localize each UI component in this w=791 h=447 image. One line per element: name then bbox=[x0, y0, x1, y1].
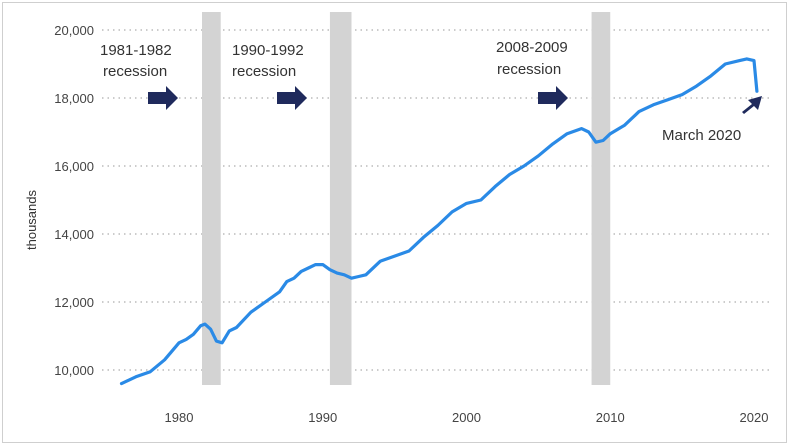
x-tick-label: 2020 bbox=[740, 410, 769, 425]
recession-bands bbox=[202, 12, 611, 385]
x-tick-label: 2000 bbox=[452, 410, 481, 425]
x-tick-label: 1990 bbox=[308, 410, 337, 425]
annotation-1981-line1: 1981-1982 bbox=[100, 42, 172, 59]
y-tick-label: 20,000 bbox=[54, 23, 94, 38]
annotation-1990-line2: recession bbox=[232, 63, 296, 80]
y-tick-label: 10,000 bbox=[54, 363, 94, 378]
annotation-march-2020: March 2020 bbox=[662, 127, 741, 144]
series-line bbox=[119, 57, 759, 386]
y-axis-label: thousands bbox=[24, 190, 39, 250]
arrow-right-icon-1981 bbox=[148, 86, 178, 110]
y-tick-label: 12,000 bbox=[54, 295, 94, 310]
annotation-1990-line1: 1990-1992 bbox=[232, 42, 304, 59]
arrow-right-icon-2008 bbox=[538, 86, 568, 110]
x-tick-label: 1980 bbox=[165, 410, 194, 425]
y-tick-label: 14,000 bbox=[54, 227, 94, 242]
arrow-right-icon-1990 bbox=[277, 86, 307, 110]
annotation-2008-line1: 2008-2009 bbox=[496, 39, 568, 56]
y-axis-tick-labels: 10,000 12,000 14,000 16,000 18,000 20,000 bbox=[54, 23, 94, 378]
y-tick-label: 18,000 bbox=[54, 91, 94, 106]
x-axis-tick-labels: 1980 1990 2000 2010 2020 bbox=[165, 410, 769, 425]
recession-band bbox=[329, 12, 352, 385]
recession-band bbox=[202, 12, 221, 385]
arrow-up-right-icon-2020 bbox=[742, 96, 762, 114]
recession-band bbox=[591, 12, 611, 385]
annotation-1981-line2: recession bbox=[103, 63, 167, 80]
x-tick-label: 2010 bbox=[596, 410, 625, 425]
annotation-2008-line2: recession bbox=[497, 61, 561, 78]
y-tick-label: 16,000 bbox=[54, 159, 94, 174]
